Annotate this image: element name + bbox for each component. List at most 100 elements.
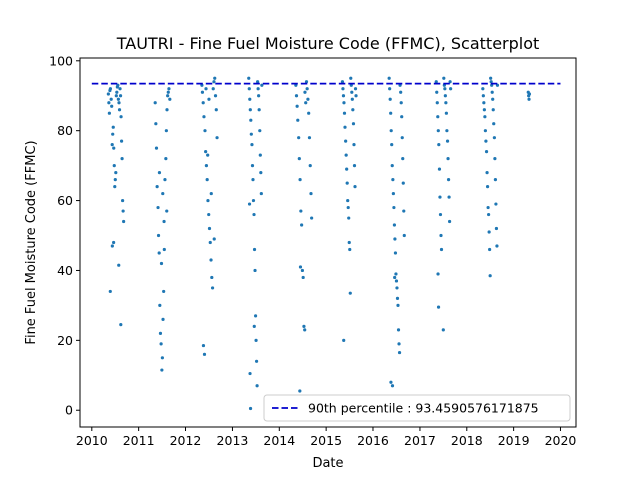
data-point — [397, 342, 401, 346]
data-point — [121, 198, 125, 203]
x-tick-label: 2013 — [217, 433, 249, 448]
data-point — [345, 181, 349, 185]
data-point — [445, 139, 450, 143]
data-point — [208, 240, 212, 245]
data-point — [157, 251, 161, 255]
data-point — [303, 90, 307, 94]
data-point — [349, 76, 353, 80]
data-point — [250, 164, 255, 168]
data-point — [438, 212, 443, 217]
data-point — [340, 80, 345, 84]
data-point — [298, 389, 302, 393]
data-point — [249, 118, 253, 122]
data-point — [153, 101, 157, 105]
y-axis: 0 20 40 60 80 100 — [49, 53, 80, 418]
data-point — [111, 125, 115, 129]
data-point — [396, 328, 401, 332]
data-point — [493, 157, 497, 161]
data-point — [387, 76, 391, 80]
data-point — [212, 80, 216, 84]
data-point — [439, 233, 443, 238]
data-point — [160, 356, 164, 360]
data-point — [108, 87, 113, 91]
data-point — [259, 171, 263, 175]
data-point — [122, 219, 126, 224]
data-point — [253, 314, 258, 318]
data-point — [310, 216, 314, 220]
data-point — [346, 205, 350, 210]
data-point — [110, 143, 114, 147]
y-tick-label: 80 — [57, 123, 73, 138]
data-point — [393, 251, 398, 255]
data-point — [447, 195, 451, 199]
data-point — [210, 286, 215, 290]
x-tick-label: 2011 — [123, 433, 155, 448]
data-point — [437, 167, 442, 171]
data-point — [489, 76, 493, 80]
data-point — [206, 153, 210, 157]
data-point — [485, 184, 490, 189]
data-point — [345, 167, 349, 171]
data-point — [248, 108, 252, 112]
data-point — [346, 198, 350, 203]
data-point — [254, 338, 258, 342]
data-point — [251, 198, 256, 203]
data-point — [435, 101, 439, 105]
data-point — [442, 76, 446, 80]
data-point — [483, 129, 487, 133]
data-point — [205, 178, 209, 182]
data-point — [400, 136, 404, 140]
data-point — [482, 101, 486, 105]
x-tick-label: 2014 — [263, 433, 295, 448]
data-point — [438, 195, 442, 199]
data-point — [164, 157, 168, 161]
data-point — [351, 108, 355, 112]
data-point — [201, 343, 206, 348]
x-tick-label: 2018 — [451, 433, 483, 448]
data-point — [201, 101, 205, 105]
data-point — [213, 94, 218, 98]
data-point — [399, 101, 403, 105]
data-point — [161, 317, 165, 321]
data-point — [297, 136, 301, 140]
data-point — [391, 191, 395, 196]
data-point — [402, 233, 406, 238]
data-point — [481, 87, 485, 91]
data-point — [354, 94, 358, 98]
data-point — [353, 184, 357, 189]
data-point — [255, 384, 259, 388]
data-point — [487, 230, 491, 234]
data-point — [166, 94, 170, 98]
data-point — [482, 108, 486, 112]
data-point — [342, 111, 347, 115]
data-point — [392, 205, 396, 210]
data-point — [164, 129, 168, 133]
data-point — [344, 139, 348, 143]
data-point — [204, 164, 209, 168]
data-point — [213, 76, 217, 80]
data-point — [110, 244, 114, 248]
data-point — [161, 191, 165, 196]
data-point — [307, 136, 312, 140]
data-point — [401, 157, 405, 161]
data-point — [252, 324, 256, 328]
data-point — [309, 191, 313, 196]
data-point — [248, 371, 252, 376]
data-point — [448, 80, 452, 84]
data-point — [162, 289, 166, 294]
data-point — [351, 122, 356, 126]
data-point — [344, 153, 348, 157]
data-point — [117, 101, 121, 105]
legend-entry-label: 90th percentile : 93.4590576171875 — [308, 401, 539, 416]
data-point — [252, 247, 257, 252]
data-point — [445, 129, 449, 133]
data-point — [439, 247, 444, 252]
data-point — [307, 111, 311, 115]
data-point — [394, 279, 399, 283]
data-point — [494, 202, 498, 206]
legend-box — [263, 394, 571, 422]
data-point — [111, 132, 115, 136]
data-point — [402, 209, 406, 213]
data-point — [112, 240, 116, 245]
data-point — [257, 108, 261, 112]
